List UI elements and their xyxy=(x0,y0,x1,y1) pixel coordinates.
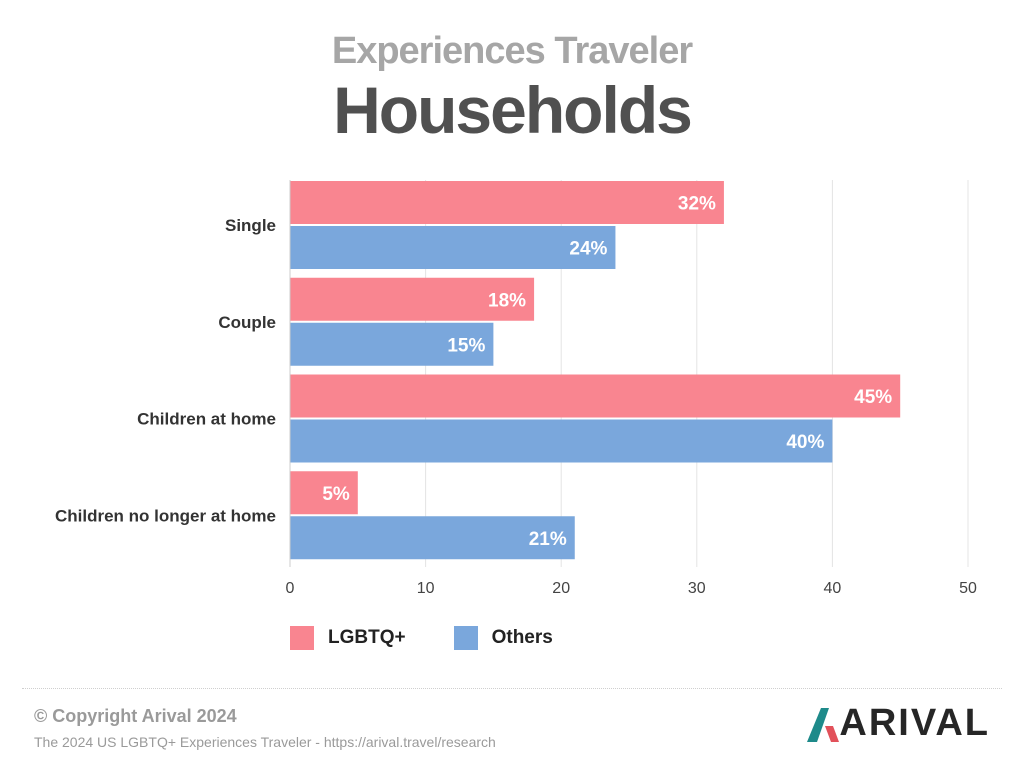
bar-lgbtq-1 xyxy=(290,277,535,321)
data-label-lgbtq-2: 45% xyxy=(854,387,892,408)
category-label-2: Children at home xyxy=(137,410,276,429)
category-label-0: Single xyxy=(225,216,276,235)
legend-item-others: Others xyxy=(453,626,553,650)
legend-item-lgbtq: LGBTQ+ xyxy=(290,626,406,650)
chart-subtitle: Experiences Traveler xyxy=(331,30,693,72)
data-label-others-1: 15% xyxy=(447,335,485,356)
copyright-text: © Copyright Arival 2024 xyxy=(34,706,237,726)
legend-label-lgbtq: LGBTQ+ xyxy=(328,627,406,648)
bar-lgbtq-3 xyxy=(290,471,358,515)
x-tick-label-10: 10 xyxy=(417,580,435,597)
data-label-others-0: 24% xyxy=(569,239,607,260)
legend-swatch-lgbtq xyxy=(290,626,314,650)
arival-logo-text: ARIVAL xyxy=(839,702,990,744)
chart-title: Households xyxy=(333,73,693,147)
data-label-lgbtq-3: 5% xyxy=(322,484,350,505)
data-label-others-3: 21% xyxy=(529,529,567,550)
chart-legend: LGBTQ+ Others xyxy=(290,626,601,650)
bar-others-3 xyxy=(290,516,575,560)
category-label-3: Children no longer at home xyxy=(55,506,276,525)
footer-divider xyxy=(22,688,1002,689)
arival-logo: ARIVAL xyxy=(803,702,990,745)
legend-label-others: Others xyxy=(491,627,553,648)
legend-swatch-others xyxy=(453,626,478,650)
bar-others-0 xyxy=(290,226,616,269)
source-text: The 2024 US LGBTQ+ Experiences Traveler … xyxy=(34,734,496,750)
x-tick-label-30: 30 xyxy=(688,580,706,597)
x-tick-label-0: 0 xyxy=(286,580,295,597)
bar-lgbtq-2 xyxy=(290,374,901,418)
x-tick-label-20: 20 xyxy=(552,580,570,597)
x-tick-label-50: 50 xyxy=(959,580,977,597)
category-label-1: Couple xyxy=(218,313,276,332)
x-tick-label-40: 40 xyxy=(824,580,842,597)
data-label-others-2: 40% xyxy=(786,432,824,453)
bar-others-2 xyxy=(290,419,833,463)
bar-others-1 xyxy=(290,322,494,366)
data-label-lgbtq-1: 18% xyxy=(488,290,526,311)
data-label-lgbtq-0: 32% xyxy=(678,194,716,215)
bar-lgbtq-0 xyxy=(290,181,724,224)
arival-logo-icon xyxy=(807,707,840,742)
